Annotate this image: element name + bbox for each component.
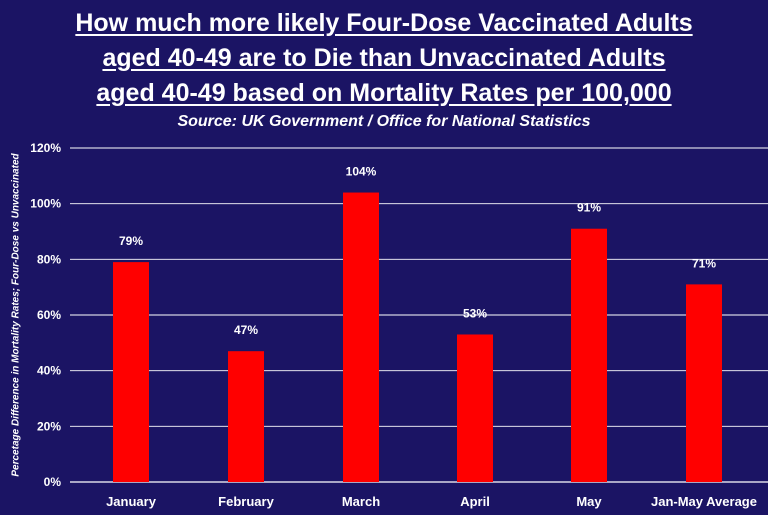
- chart-title-line-2: aged 40-49 are to Die than Unvaccinated …: [102, 44, 666, 72]
- bar: [571, 228, 607, 482]
- chart-title-line-3: aged 40-49 based on Mortality Rates per …: [96, 79, 672, 107]
- data-label: 91%: [577, 201, 601, 215]
- y-tick-label: 120%: [30, 141, 61, 155]
- data-label: 79%: [119, 234, 143, 248]
- gridlines: [70, 147, 768, 483]
- data-label: 53%: [463, 306, 487, 320]
- x-tick-label: January: [106, 494, 157, 509]
- y-tick-label: 40%: [37, 364, 61, 378]
- bar: [113, 262, 149, 482]
- x-tick-labels: January February March April May Jan-May Aver…: [106, 494, 757, 509]
- bars: [113, 192, 722, 483]
- data-label: 47%: [234, 323, 258, 337]
- x-tick-label: Jan-May Average: [651, 494, 757, 509]
- bar: [343, 192, 379, 483]
- bar: [457, 334, 493, 482]
- y-tick-label: 0%: [44, 475, 62, 489]
- y-tick-label: 60%: [37, 308, 61, 322]
- bar: [228, 351, 264, 482]
- x-tick-label: April: [460, 494, 490, 509]
- data-labels: 79% 47% 104% 53% 91% 71%: [119, 165, 716, 338]
- x-tick-label: May: [576, 494, 602, 509]
- chart-subtitle: Source: UK Government / Office for Natio…: [177, 113, 591, 130]
- y-tick-label: 20%: [37, 419, 61, 433]
- data-label: 71%: [692, 256, 716, 270]
- data-label: 104%: [346, 165, 377, 179]
- x-tick-label: February: [218, 494, 274, 509]
- y-tick-labels: 0% 20% 40% 60% 80% 100% 120%: [30, 141, 61, 489]
- chart-title-line-1: How much more likely Four-Dose Vaccinate…: [75, 9, 693, 37]
- y-tick-label: 80%: [37, 252, 61, 266]
- chart-title-block: How much more likely Four-Dose Vaccinate…: [0, 6, 768, 133]
- y-tick-label: 100%: [30, 197, 61, 211]
- bar: [686, 284, 722, 482]
- x-tick-label: March: [342, 494, 380, 509]
